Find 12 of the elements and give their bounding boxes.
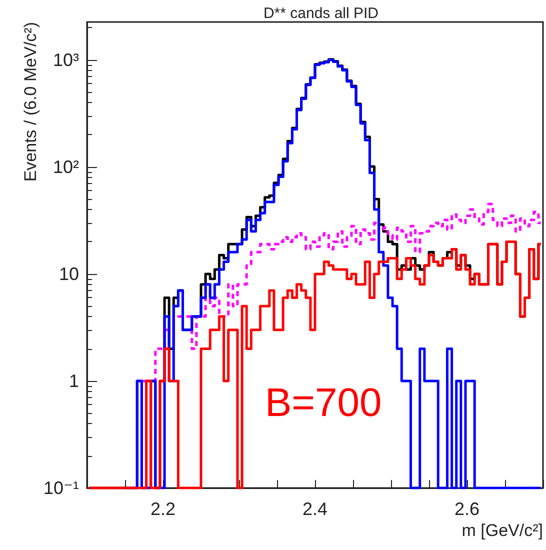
chart-title: D** cands all PID xyxy=(263,5,379,22)
x-tick-label: 2.2 xyxy=(150,499,176,519)
y-axis-title: Events / (6.0 MeV/c²) xyxy=(21,22,40,182)
annotation: B=700 xyxy=(265,381,382,425)
x-tick-label: 2.4 xyxy=(302,499,328,519)
y-tick-label: 10⁻¹ xyxy=(43,478,79,498)
y-tick-label: 10³ xyxy=(52,50,80,70)
y-tick-label: 10² xyxy=(52,156,80,177)
x-tick-label: 2.6 xyxy=(454,499,480,519)
x-axis-title: m [GeV/c²] xyxy=(462,521,543,540)
y-tick-label: 10 xyxy=(58,264,79,284)
y-tick-label: 1 xyxy=(68,370,79,391)
